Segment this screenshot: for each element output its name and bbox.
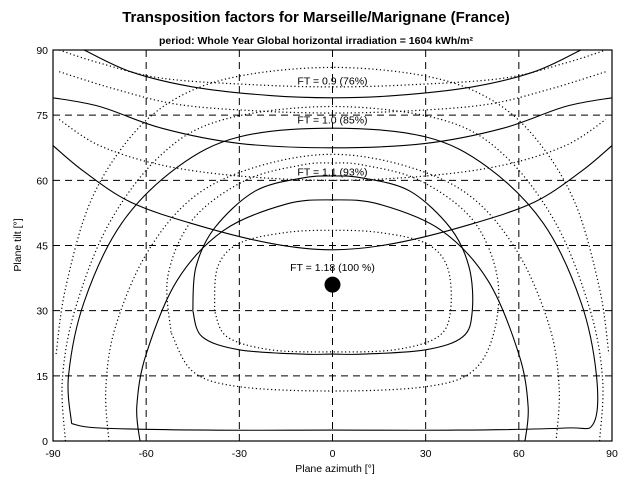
contour-line-solid bbox=[67, 127, 599, 431]
plot-border bbox=[52, 49, 613, 442]
y-tick-label: 15 bbox=[36, 371, 48, 383]
contour-label: FT = 1.18 (100 %) bbox=[290, 262, 375, 274]
y-tick-label: 30 bbox=[36, 306, 48, 318]
x-tick-label: -30 bbox=[232, 448, 247, 460]
contour-labels: FT = 0.9 (76%) FT = 1.0 (85%) FT = 1.1 (93… bbox=[290, 75, 375, 293]
x-axis-label: Plane azimuth [°] bbox=[295, 463, 375, 475]
contour-line-solid bbox=[83, 50, 582, 99]
y-tick-label: 90 bbox=[36, 45, 48, 57]
y-tick-labels: 0 15 30 45 60 75 90 bbox=[36, 45, 48, 448]
contour-line-dotted bbox=[59, 71, 606, 114]
contour-line-solid bbox=[136, 199, 529, 441]
x-tick-label: 0 bbox=[330, 448, 336, 460]
contour-line-dotted bbox=[61, 105, 604, 441]
optimum-marker bbox=[324, 276, 341, 293]
y-tick-label: 0 bbox=[42, 436, 48, 448]
contour-line-dotted bbox=[166, 162, 500, 392]
contour-label: FT = 1.1 (93%) bbox=[297, 167, 367, 179]
x-tick-label: -60 bbox=[139, 448, 154, 460]
x-tick-label: 60 bbox=[513, 448, 525, 460]
contour-label: FT = 0.9 (76%) bbox=[297, 75, 367, 87]
chart-subtitle: period: Whole Year Global horizontal irr… bbox=[159, 35, 473, 47]
y-tick-label: 75 bbox=[36, 110, 48, 122]
y-tick-label: 45 bbox=[36, 241, 48, 253]
contour-line-dotted bbox=[59, 50, 606, 88]
contour-lines bbox=[53, 50, 612, 441]
contour-line-dotted bbox=[58, 118, 607, 181]
x-tick-labels: -90 -60 -30 0 30 60 90 bbox=[45, 448, 618, 460]
chart-title: Transposition factors for Marseille/Mari… bbox=[122, 9, 510, 26]
contour-line-dotted bbox=[55, 66, 610, 355]
x-tick-label: 30 bbox=[420, 448, 432, 460]
contour-label: FT = 1.0 (85%) bbox=[297, 115, 367, 127]
contour-line-solid bbox=[192, 175, 474, 355]
contour-line-solid bbox=[53, 97, 612, 149]
plot-frame bbox=[52, 49, 613, 442]
y-axis-label: Plane tilt [°] bbox=[12, 218, 24, 271]
contour-line-solid bbox=[53, 145, 612, 251]
x-tick-label: 90 bbox=[606, 448, 618, 460]
x-tick-label: -90 bbox=[45, 448, 60, 460]
y-tick-label: 60 bbox=[36, 175, 48, 187]
